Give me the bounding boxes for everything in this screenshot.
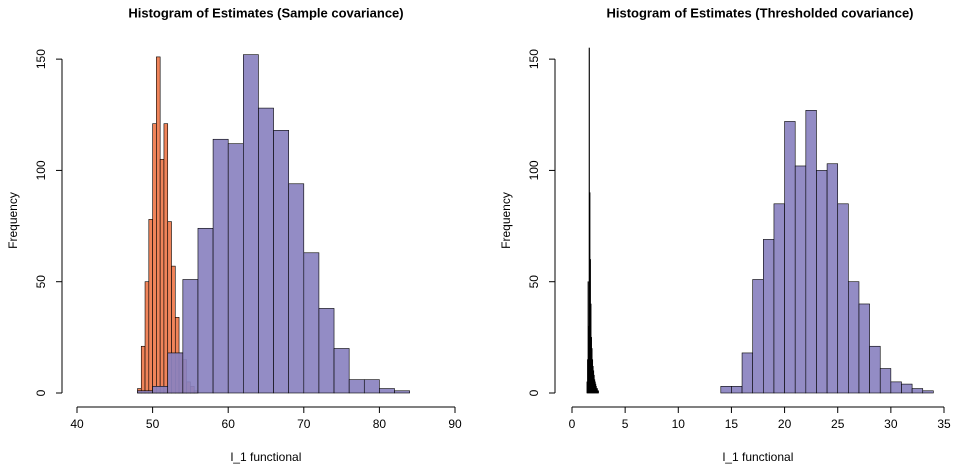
histogram-bar	[167, 352, 184, 394]
histogram-bar	[773, 203, 785, 394]
histogram-bar	[763, 239, 775, 394]
histogram-bar	[140, 345, 146, 394]
histogram-bar	[197, 227, 214, 394]
histogram-bar	[869, 345, 881, 394]
x-axis-label: l_1 functional	[231, 450, 302, 464]
y-tick-label: 50	[34, 275, 48, 289]
y-tick-label: 100	[34, 160, 48, 180]
histogram-bar	[741, 352, 753, 394]
histogram-bar	[858, 303, 870, 394]
histogram-bar	[288, 183, 305, 394]
histogram-bar	[379, 388, 395, 394]
x-tick-label: 70	[297, 417, 311, 431]
histogram-bar	[152, 386, 169, 394]
chart-title: Histogram of Estimates (Thresholded cova…	[606, 5, 913, 20]
chart-title: Histogram of Estimates (Sample covarianc…	[128, 5, 403, 20]
histogram-bar	[318, 308, 335, 394]
histogram-bar	[137, 390, 153, 394]
y-tick-label: 100	[527, 160, 541, 180]
histogram-bar	[348, 379, 365, 394]
histogram-bar	[890, 381, 902, 394]
y-tick-label: 0	[34, 389, 48, 396]
histogram-bar	[752, 279, 764, 394]
histogram-bar	[144, 281, 150, 394]
histogram-bar	[911, 388, 924, 394]
histogram-bar	[243, 54, 259, 394]
x-tick-label: 5	[622, 417, 629, 431]
x-tick-label: 0	[569, 417, 576, 431]
histogram-bar	[333, 348, 350, 394]
histogram-bar	[837, 203, 849, 394]
histogram-bar	[826, 163, 839, 394]
histogram-bar	[363, 379, 380, 394]
x-tick-label: 60	[222, 417, 236, 431]
histogram-bar	[784, 121, 796, 394]
x-tick-label: 25	[831, 417, 845, 431]
histogram-bar	[794, 165, 807, 394]
x-tick-label: 90	[448, 417, 462, 431]
x-tick-label: 80	[373, 417, 387, 431]
x-axis-label: l_1 functional	[723, 450, 794, 464]
histogram-bar	[805, 110, 817, 394]
histogram-bar	[848, 281, 860, 394]
histogram-bar	[227, 143, 244, 394]
x-tick-label: 50	[146, 417, 160, 431]
histogram-bar	[901, 383, 913, 394]
x-tick-label: 40	[70, 417, 84, 431]
histogram-bar	[156, 56, 161, 394]
x-tick-label: 35	[937, 417, 951, 431]
x-tick-label: 30	[884, 417, 898, 431]
histogram-bar	[731, 386, 743, 394]
histogram-bar	[303, 252, 320, 394]
y-axis-label: Frequency	[6, 192, 20, 249]
histogram-bar	[159, 158, 165, 394]
histogram-bar	[273, 130, 289, 394]
x-tick-label: 10	[672, 417, 686, 431]
y-tick-label: 50	[527, 275, 541, 289]
histogram-bar	[212, 138, 229, 394]
y-tick-label: 150	[527, 49, 541, 69]
y-tick-label: 150	[34, 49, 48, 69]
histogram-bar	[258, 107, 274, 394]
histogram-bar	[182, 279, 199, 394]
histogram-bar	[816, 170, 828, 394]
x-tick-label: 20	[778, 417, 792, 431]
x-tick-label: 15	[725, 417, 739, 431]
histogram-bar	[597, 390, 599, 394]
histogram-bar	[163, 123, 169, 394]
histogram-bar	[879, 368, 892, 394]
y-axis-label: Frequency	[499, 192, 513, 249]
histogram-bar	[394, 390, 410, 394]
histogram-bar	[720, 386, 732, 394]
histogram-bar	[922, 390, 934, 394]
histogram-bar	[148, 219, 153, 394]
y-tick-label: 0	[527, 389, 541, 396]
histogram-bar	[152, 123, 157, 394]
